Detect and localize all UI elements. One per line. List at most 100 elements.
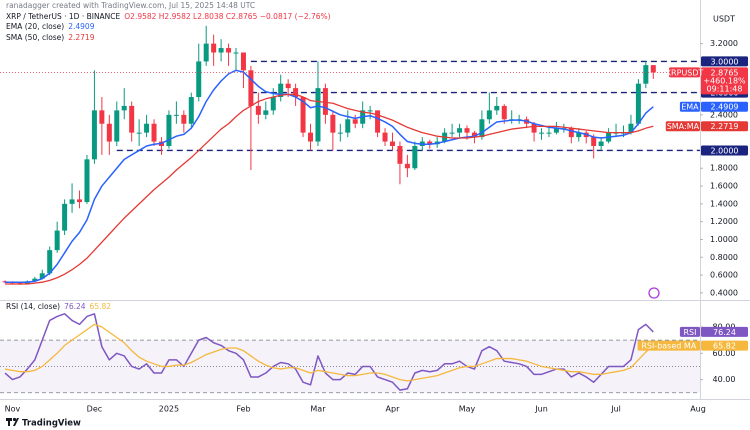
price-legend: ranadagger created with TradingView.com,… [6,1,335,43]
event-icon [648,287,660,299]
y-tick-label: 60.00 [713,349,736,358]
y-tick-label: 0.8000 [710,253,738,262]
candle-body [531,123,537,133]
candle-body [32,278,38,282]
candle-body [501,105,507,120]
series-legend: EMA (20, close) 2.4909 [6,22,335,33]
x-tick-label: Aug [690,405,706,414]
candle-body [99,110,105,124]
candle-body [196,61,202,98]
candle-body [471,132,477,138]
logo-slash [13,418,19,426]
symbol-line: XRP / TetherUS · 1D · BINANCE O2.9582 H2.… [6,12,335,23]
symbol-title: XRP / TetherUS · 1D · BINANCE [6,11,121,21]
series-name: EMA (20, close) [6,22,65,31]
y-tick-label: 3.2000 [710,39,738,48]
series-value: 2.4909 [711,103,739,112]
candle-body [54,230,60,251]
rsi-legend: RSI (14, close) 76.24 65.82 [6,302,115,313]
candle-body [240,52,246,71]
candle-body [375,110,381,133]
rsi-legend-value: 76.24 [64,302,86,311]
indicator-line [5,93,654,285]
series-legend: SMA (50, close) 2.2719 [6,33,335,44]
candle-body [114,110,120,142]
candle-body [464,128,470,133]
rsi-title: RSI (14, close) [6,302,61,311]
x-tick-label: May [459,405,476,414]
candle-body [218,48,224,53]
series-tag: RSI [683,328,696,337]
candle-body [539,132,545,134]
x-tick-label: Jul [610,405,621,414]
candle-body [404,163,410,169]
y-tick-label: 1.8000 [710,164,738,173]
candle-body [136,132,142,134]
axis-unit: USDT [713,15,735,24]
y-tick-label: 1.0000 [710,235,738,244]
series-tag-bg [665,121,700,132]
last-price-change: +460.18% [703,76,746,85]
series-tag: RSI-based MA [641,342,696,351]
candle-body [449,132,455,134]
candle-body [352,119,358,124]
level-label-bg [701,56,748,67]
candle-body [412,145,418,169]
y-tick-label: 1.4000 [710,199,738,208]
candle-body [479,119,485,138]
candle-body [598,141,604,146]
level-label: 2.0000 [711,146,739,155]
candle-body [285,83,291,89]
candle-body [69,199,75,204]
candle-body [345,119,351,133]
rsi-legend-value: 65.82 [89,302,112,311]
candle-body [650,65,656,73]
candle-body [203,43,209,62]
candle-body [270,97,276,111]
candle-body [47,250,53,274]
candle-body [91,110,97,160]
candle-body [427,141,433,145]
rsi-legend-row: RSI (14, close) 76.24 65.82 [6,302,115,313]
candle-body [494,105,500,111]
series-legend-value: 2.2719 [68,32,95,42]
candle-body [62,203,68,231]
level-label-bg [701,145,748,156]
series-tag-bg [679,101,700,112]
watermark: TradingView [22,419,81,429]
logo: TradingView [6,417,81,429]
y-tick-label: 1.2000 [710,217,738,226]
candle-body [173,114,179,116]
series-value: 76.24 [713,328,736,337]
rsi-band [0,340,700,393]
candle-body [211,43,217,53]
ohlc-values: O2.9582 H2.9582 L2.8038 C2.8765 −0.0817 … [124,11,331,21]
candle-body [106,123,112,142]
candle-body [486,110,492,120]
candle-body [144,123,150,133]
candle-body [315,88,321,142]
level-label: 3.0000 [711,57,739,66]
x-tick-label: Apr [386,405,401,414]
candle-body [457,128,463,133]
indicator-line [4,323,654,382]
series-tag: SMA:MA [667,122,700,131]
logo-stem [8,418,10,426]
series-value-bg [701,326,748,337]
candle-body [367,110,373,112]
candle-body [293,88,299,98]
candle-body [591,137,597,146]
indicator-line [4,313,654,391]
candle-body [389,141,395,146]
candle-body [546,132,552,134]
candle-body [248,70,254,106]
candle-body [628,123,634,133]
bar-countdown: 09:11:48 [707,84,743,93]
last-price-bg [701,67,748,95]
candle-body [129,105,135,133]
y-tick-label: 0.4000 [710,288,738,297]
candle-body [255,105,261,115]
x-tick-label: 2025 [159,405,179,414]
candle-body [643,65,649,84]
